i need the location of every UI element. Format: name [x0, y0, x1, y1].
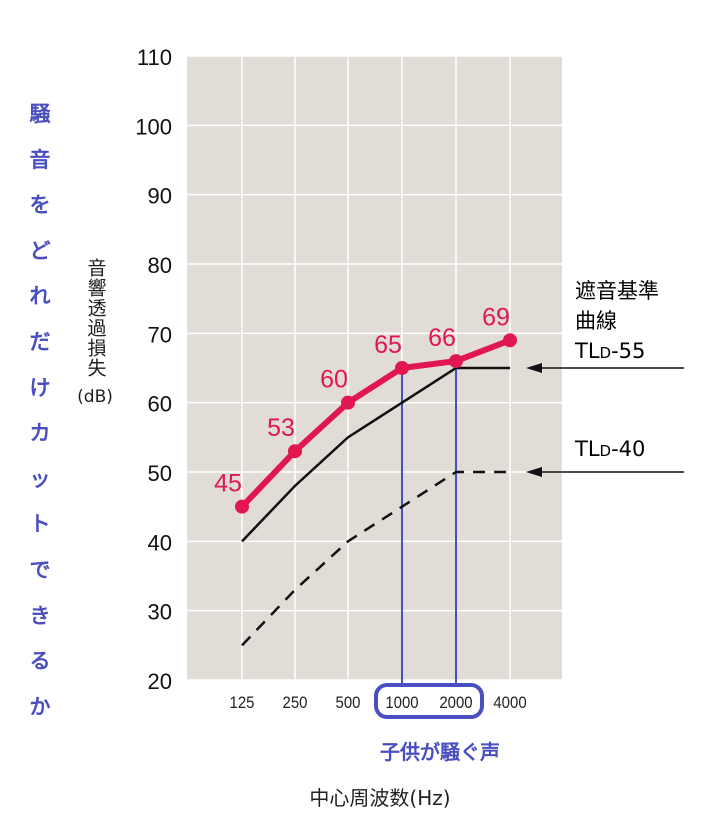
data-point — [503, 333, 517, 348]
y-tick-label: 30 — [148, 600, 172, 625]
data-point — [288, 444, 302, 459]
side-caption-char: 騒 — [29, 102, 51, 126]
side-caption: 騒音をどれだけカットできるか — [25, 92, 55, 730]
side-caption-char: れ — [29, 284, 51, 309]
annotation-line2: 曲線 — [575, 309, 617, 333]
x-tick-label: 250 — [283, 694, 308, 712]
x-axis-label: 中心周波数(Hz) — [309, 786, 451, 810]
side-caption-char: ッ — [29, 466, 51, 491]
y-tick-label: 20 — [148, 669, 172, 694]
tld-40-annotation: TLD-40 — [575, 437, 646, 461]
x-tick-label: 2000 — [439, 694, 472, 712]
y-axis-unit: (dB) — [77, 387, 113, 407]
data-label: 60 — [320, 366, 348, 394]
y-tick-label: 90 — [148, 184, 172, 209]
data-point — [395, 361, 409, 375]
tld-40-arrow-head — [526, 467, 542, 477]
data-point — [341, 395, 355, 410]
side-caption-char: だ — [29, 329, 51, 354]
highlight-label: 子供が騒ぐ声 — [380, 740, 500, 764]
tld-55-annotation: 遮音基準 曲線 TLD-55 — [575, 276, 659, 368]
tld-55-arrow-head — [526, 363, 542, 373]
y-tick-label: 100 — [135, 114, 172, 139]
measured-line — [239, 337, 512, 509]
x-tick-label: 500 — [336, 694, 361, 712]
data-point — [449, 354, 463, 369]
x-tick-label: 1000 — [385, 694, 418, 712]
side-caption-char: で — [29, 557, 51, 582]
side-caption-char: ト — [29, 512, 51, 537]
side-caption-char: を — [29, 193, 51, 218]
annotation-line1: 遮音基準 — [575, 279, 659, 303]
annotation-curve-name: TLD-55 — [575, 339, 646, 363]
x-tick-label: 4000 — [493, 694, 526, 712]
side-caption-char: カ — [29, 421, 51, 446]
y-axis-label: 音響透過損失 (dB) — [70, 258, 120, 409]
tld-40-line — [241, 470, 510, 647]
side-caption-char: か — [29, 694, 51, 719]
side-caption-char: る — [29, 649, 51, 674]
data-label: 66 — [428, 324, 456, 352]
y-tick-label: 60 — [148, 392, 172, 417]
x-tick-label: 125 — [230, 694, 255, 712]
side-caption-char: ど — [29, 238, 51, 263]
data-label: 65 — [374, 331, 402, 359]
data-label: 45 — [214, 470, 242, 498]
y-axis-label-text: 音響透過損失 — [84, 258, 107, 378]
y-tick-label: 50 — [148, 461, 172, 486]
side-caption-char: け — [29, 375, 51, 400]
side-caption-char: き — [29, 603, 51, 628]
y-tick-label: 80 — [148, 253, 172, 278]
data-label: 53 — [267, 414, 295, 442]
data-point — [235, 499, 249, 514]
data-label: 69 — [482, 303, 510, 331]
y-tick-label: 70 — [148, 322, 172, 347]
highlight-box — [374, 683, 484, 719]
side-caption-char: 音 — [29, 147, 51, 172]
y-tick-label: 40 — [148, 530, 172, 555]
y-tick-label: 110 — [137, 45, 172, 70]
tld-55-line — [241, 366, 510, 543]
